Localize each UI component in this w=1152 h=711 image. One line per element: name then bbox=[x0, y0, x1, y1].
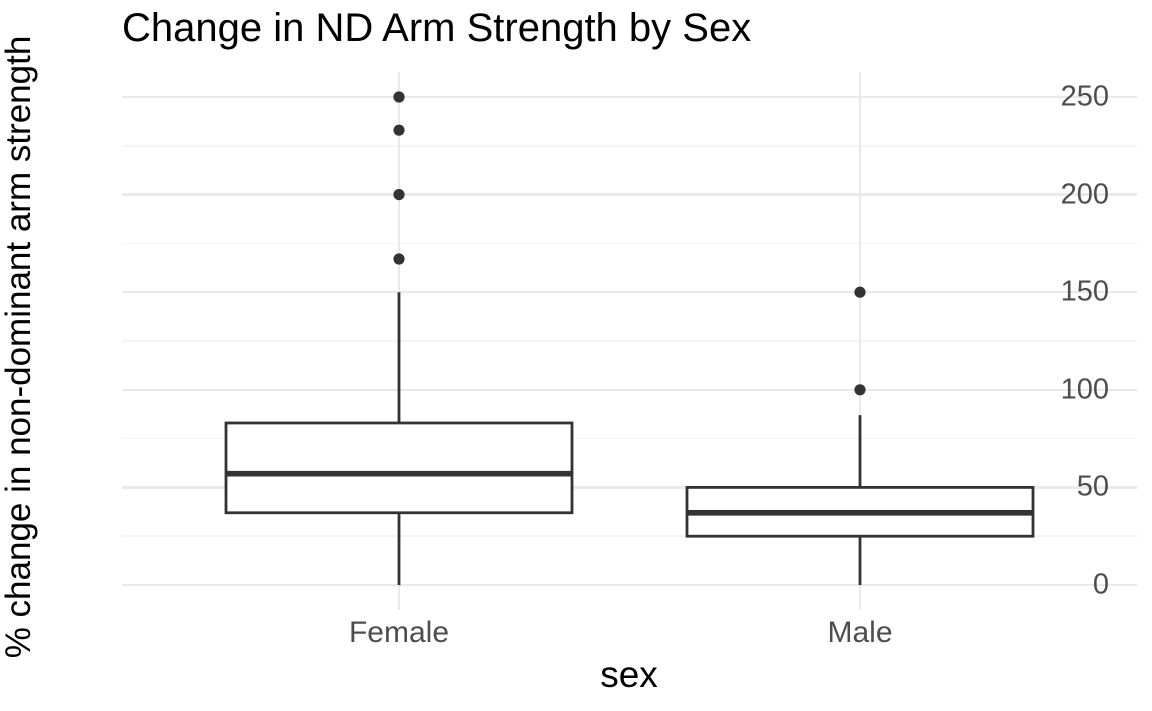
y-tick-label: 150 bbox=[1060, 275, 1109, 308]
outlier-point-female bbox=[393, 124, 405, 136]
grid-major-line bbox=[122, 486, 1137, 489]
x-tick-label-female: Female bbox=[348, 616, 450, 649]
y-tick-label: 50 bbox=[1076, 470, 1109, 503]
grid-minor-line bbox=[122, 145, 1137, 147]
y-tick-label: 100 bbox=[1060, 373, 1109, 406]
box-iqr-female bbox=[224, 421, 574, 515]
grid-minor-line bbox=[122, 340, 1137, 342]
grid-major-line bbox=[122, 388, 1137, 392]
grid-major-line bbox=[122, 193, 1137, 196]
grid-major-line bbox=[122, 583, 1137, 587]
x-axis-title: sex bbox=[600, 654, 658, 695]
grid-vertical-line-male bbox=[858, 72, 862, 610]
outlier-point-female bbox=[393, 91, 405, 103]
y-tick-label: 250 bbox=[1060, 80, 1109, 113]
outlier-point-female bbox=[393, 253, 405, 265]
x-tick-label-male: Male bbox=[827, 616, 893, 649]
grid-minor-line bbox=[122, 437, 1137, 440]
outlier-point-male bbox=[854, 384, 866, 396]
chart-title: Change in ND Arm Strength by Sex bbox=[122, 6, 752, 50]
y-tick-label: 200 bbox=[1060, 178, 1109, 211]
y-tick-label: 0 bbox=[1092, 568, 1109, 601]
grid-minor-line bbox=[122, 242, 1137, 245]
grid-major-line bbox=[122, 95, 1137, 99]
outlier-point-male bbox=[854, 286, 866, 298]
grid-major-line bbox=[122, 290, 1137, 294]
grid-minor-line bbox=[122, 535, 1137, 537]
outlier-point-female bbox=[393, 189, 405, 201]
